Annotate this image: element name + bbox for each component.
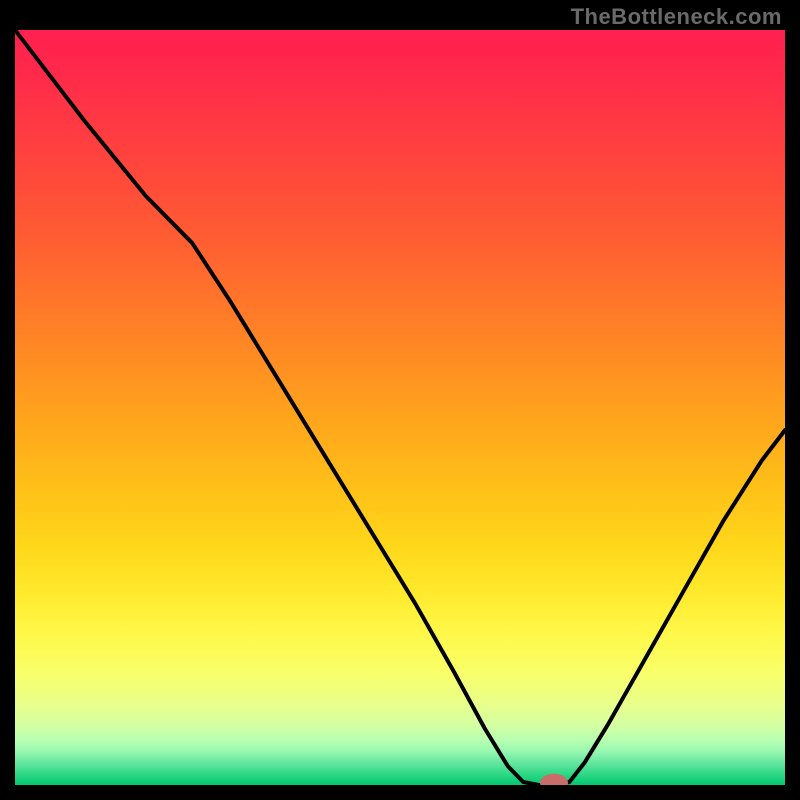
plot-area <box>15 30 785 785</box>
optimal-marker <box>540 774 568 785</box>
chart-frame: TheBottleneck.com <box>0 0 800 800</box>
bottleneck-curve <box>15 30 785 785</box>
watermark-text: TheBottleneck.com <box>571 4 782 30</box>
curve-line <box>15 30 785 785</box>
